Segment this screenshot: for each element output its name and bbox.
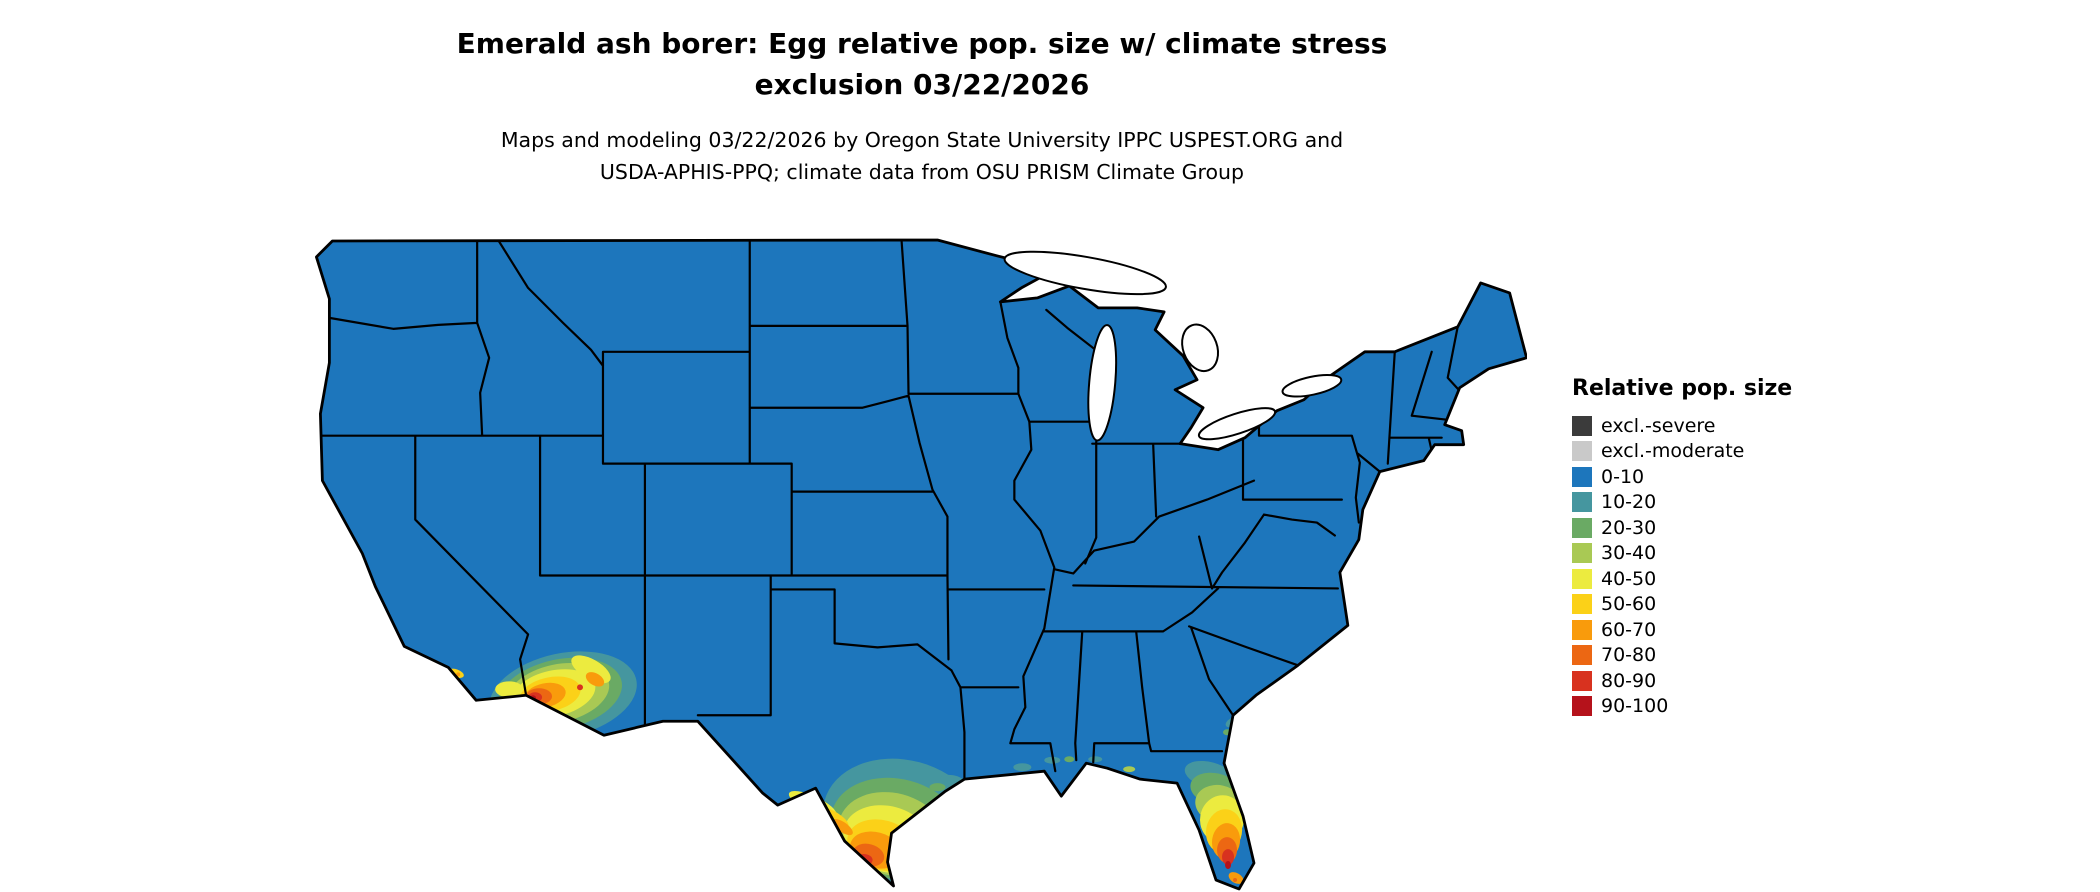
legend-swatch-color (1572, 696, 1592, 717)
legend-swatch-color (1572, 441, 1592, 462)
us-outline-fill (316, 239, 1527, 890)
legend-item: excl.-severe (1572, 413, 1792, 439)
legend-title: Relative pop. size (1572, 376, 1793, 401)
legend-item: 50-60 (1572, 592, 1792, 618)
legend-swatch-color (1572, 568, 1592, 589)
us-map-svg (315, 238, 1527, 891)
legend-item: 40-50 (1572, 566, 1792, 592)
legend-label: 0-10 (1601, 465, 1645, 488)
lake-superior (1003, 250, 1167, 296)
map-title: Emerald ash borer: Egg relative pop. siz… (0, 24, 1844, 105)
legend-item: 10-20 (1572, 490, 1792, 516)
legend-swatch-color (1572, 645, 1592, 666)
map-legend: Relative pop. size excl.-severe excl.-mod… (1572, 376, 1792, 719)
legend-label: excl.-severe (1601, 414, 1716, 437)
legend-swatch-color (1572, 415, 1592, 436)
lake-ontario (1281, 373, 1343, 398)
legend-swatch-color (1572, 619, 1592, 640)
legend-item: 70-80 (1572, 643, 1792, 669)
legend-item: excl.-moderate (1572, 439, 1792, 465)
legend-item: 0-10 (1572, 464, 1792, 490)
legend-items: excl.-severe excl.-moderate 0-10 10-20 20-30… (1572, 413, 1792, 719)
map-subtitle-line1: Maps and modeling 03/22/2026 by Oregon S… (500, 128, 1344, 153)
legend-swatch-color (1572, 466, 1592, 487)
state-boundaries (319, 239, 1460, 781)
legend-label: 20-30 (1601, 516, 1657, 539)
lake-michigan (1087, 324, 1118, 442)
legend-swatch-color (1572, 517, 1592, 538)
legend-swatch-color (1572, 543, 1592, 564)
legend-label: 60-70 (1601, 618, 1657, 641)
hotspot-gulf-coast (1013, 756, 1136, 773)
legend-swatch-color (1572, 670, 1592, 691)
legend-label: 40-50 (1601, 567, 1657, 590)
lake-huron (1181, 323, 1220, 373)
map-title-line1: Emerald ash borer: Egg relative pop. siz… (456, 27, 1388, 60)
legend-swatch-color (1572, 594, 1592, 615)
legend-label: 30-40 (1601, 542, 1657, 565)
map-title-line2: exclusion 03/22/2026 (754, 67, 1090, 101)
hotspot-florida (1184, 760, 1245, 884)
title-block: Emerald ash borer: Egg relative pop. siz… (0, 24, 1844, 189)
legend-item: 30-40 (1572, 541, 1792, 567)
legend-label: excl.-moderate (1601, 440, 1745, 463)
great-lakes (1003, 250, 1343, 442)
legend-item: 20-30 (1572, 515, 1792, 541)
map-subtitle: Maps and modeling 03/22/2026 by Oregon S… (0, 125, 1844, 189)
legend-item: 90-100 (1572, 694, 1792, 720)
legend-swatch-color (1572, 492, 1592, 513)
map-subtitle-line2: USDA-APHIS-PPQ; climate data from OSU PR… (599, 159, 1245, 184)
us-outline (315, 238, 1527, 891)
lake-erie (1197, 407, 1277, 441)
legend-label: 10-20 (1601, 491, 1657, 514)
legend-label: 50-60 (1601, 593, 1657, 616)
us-map (308, 228, 1527, 892)
legend-label: 70-80 (1601, 644, 1657, 667)
legend-label: 80-90 (1601, 669, 1657, 692)
legend-label: 90-100 (1601, 695, 1669, 718)
legend-item: 60-70 (1572, 617, 1792, 643)
legend-item: 80-90 (1572, 668, 1792, 694)
